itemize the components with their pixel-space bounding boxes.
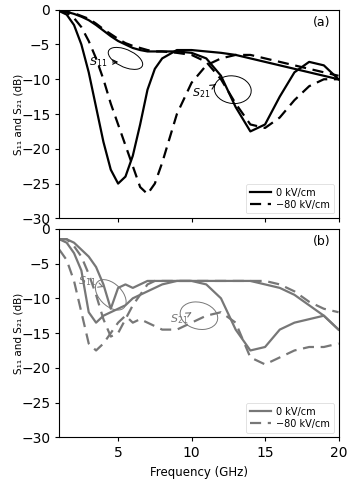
Y-axis label: S₁₁ and S₂₁ (dB): S₁₁ and S₂₁ (dB)	[13, 73, 23, 155]
Text: (b): (b)	[312, 235, 330, 248]
Text: $S_{11}$: $S_{11}$	[79, 275, 103, 288]
Text: $S_{21}$: $S_{21}$	[170, 312, 191, 327]
Y-axis label: S₁₁ and S₂₁ (dB): S₁₁ and S₂₁ (dB)	[13, 293, 23, 374]
Text: $S_{11}$: $S_{11}$	[89, 55, 117, 69]
Text: (a): (a)	[313, 16, 330, 29]
Text: $S_{21}$: $S_{21}$	[192, 85, 215, 101]
Legend: 0 kV/cm, −80 kV/cm: 0 kV/cm, −80 kV/cm	[246, 403, 334, 433]
Legend: 0 kV/cm, −80 kV/cm: 0 kV/cm, −80 kV/cm	[246, 184, 334, 213]
X-axis label: Frequency (GHz): Frequency (GHz)	[150, 466, 248, 479]
